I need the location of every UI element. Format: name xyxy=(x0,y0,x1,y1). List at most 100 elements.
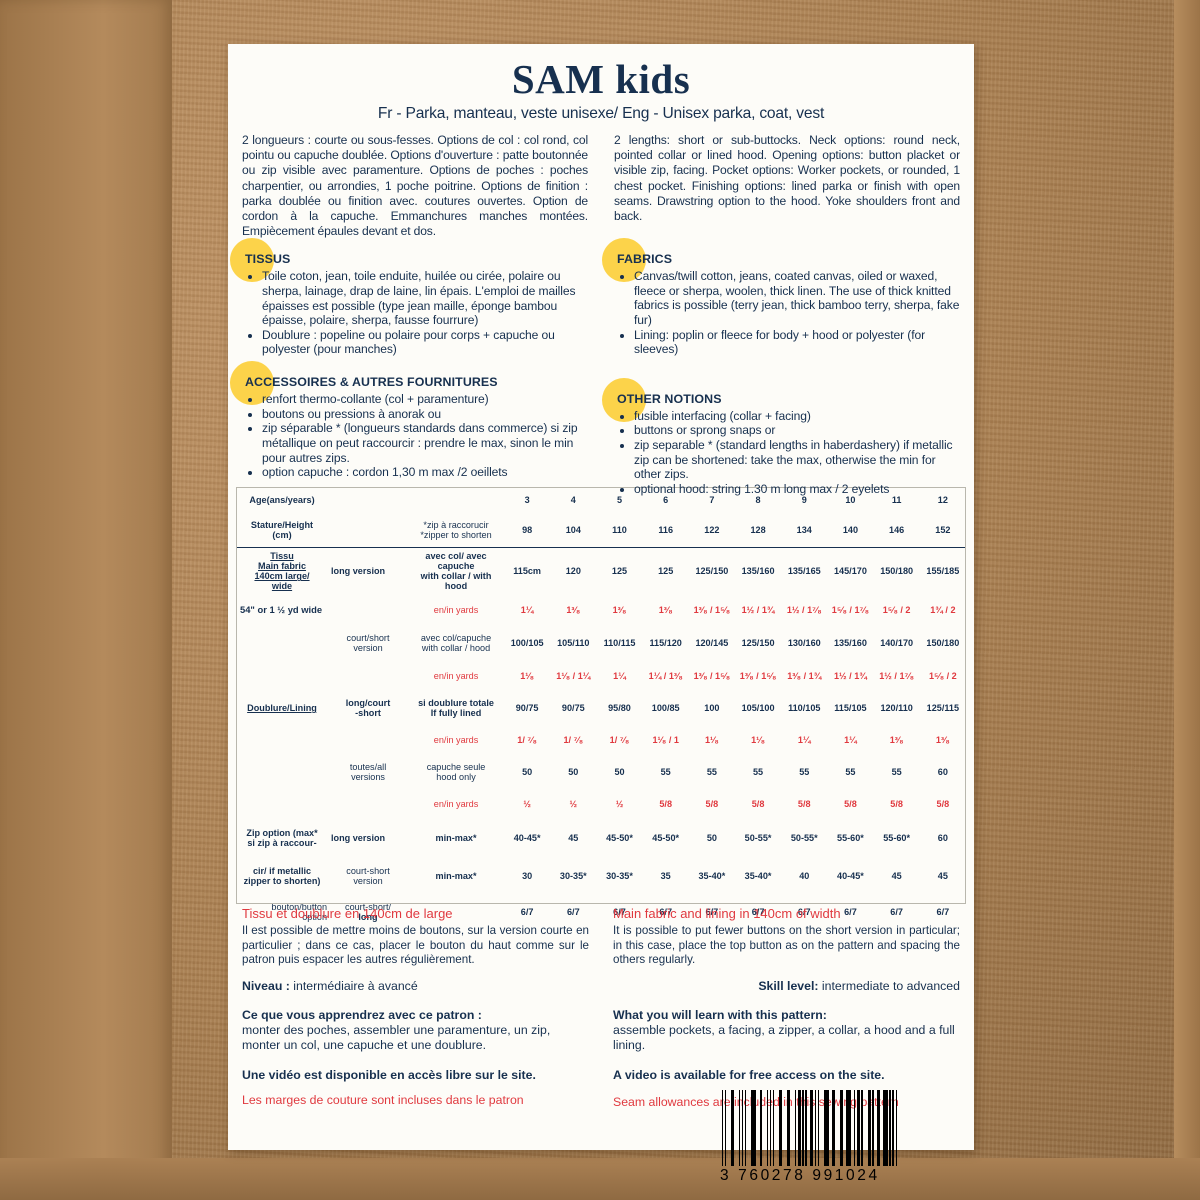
learn-value-fr: monter des poches, assembler une paramen… xyxy=(242,1023,551,1053)
lining-version: long/court -short xyxy=(345,697,391,718)
short-collar-hood-label: avec col/capuche with collar / hood xyxy=(420,632,492,653)
section-heading-tissus: TISSUS xyxy=(245,252,291,267)
skill-level-label-fr: Niveau : xyxy=(242,978,290,993)
zip-short-version: court-short version xyxy=(346,865,390,886)
hood-yards: 5/8 xyxy=(659,798,673,809)
zip-long-value: 60 xyxy=(937,832,948,843)
description-column-en: 2 lengths: short or sub-buttocks. Neck o… xyxy=(602,133,960,497)
zip-shorten-note: *zip à raccorucir *zipper to shorten xyxy=(408,513,505,548)
list-item: fusible interfacing (collar + facing) xyxy=(634,409,960,424)
fabric-long-yards: 1³⁄₈ xyxy=(566,604,581,615)
row-label-lining: Doublure/Lining xyxy=(247,702,317,713)
seam-note-fr: Les marges de couture sont incluses dans… xyxy=(242,1092,524,1107)
lining-yards: 1/ ⁷⁄₈ xyxy=(517,734,537,745)
table-row-hood-yards: en/in yards ½ ½ ½ 5/8 5/8 5/8 5/8 5/8 5/… xyxy=(236,789,966,819)
video-note-fr: Une vidéo est disponible en accès libre … xyxy=(242,1067,536,1082)
collar-hood-label: avec col/ avec capuche with collar / wit… xyxy=(420,550,492,592)
list-item: Doublure : popeline ou polaire pour corp… xyxy=(262,328,588,357)
section-list-tissus: Toile coton, jean, toile enduite, huilée… xyxy=(242,269,588,357)
fabric-width-note-en: Main fabric and lining in 140cm of width xyxy=(613,906,841,921)
table-row-lining-yards: en/in yards 1/ ⁷⁄₈ 1/ ⁷⁄₈ 1/ ⁷⁄₈ 1¹⁄₈ / … xyxy=(236,725,966,755)
highlight-blob-tissus xyxy=(230,238,274,283)
measurement-table: Age(ans/years) 3 4 5 6 7 8 9 10 11 12 xyxy=(236,487,966,929)
list-item: zip séparable * (longueurs standards dan… xyxy=(262,421,588,465)
zip-short-value: 40-45* xyxy=(837,870,864,881)
zip-long-value: 40-45* xyxy=(513,832,541,843)
list-item: Toile coton, jean, toile enduite, huilée… xyxy=(262,269,588,328)
age-value: 10 xyxy=(845,494,856,505)
hood-only-label: capuche seule hood only xyxy=(426,761,486,782)
hood-value: 55 xyxy=(845,766,856,777)
zip-short-value: 30-35* xyxy=(559,870,587,881)
section-fabrics: FABRICS Canvas/twill cotton, jeans, coat… xyxy=(602,238,960,357)
page-subtitle: Fr - Parka, manteau, veste unisexe/ Eng … xyxy=(377,105,825,123)
row-label-age: Age(ans/years) xyxy=(249,494,315,505)
section-tissus: TISSUS Toile coton, jean, toile enduite,… xyxy=(230,238,588,357)
hood-value: 55 xyxy=(706,766,717,777)
button-value: 6/7 xyxy=(751,906,765,917)
hood-value: 50 xyxy=(614,766,625,777)
hood-value: 50 xyxy=(522,766,533,777)
learn-label-en: What you will learn with this pattern: xyxy=(613,1008,827,1023)
zip-long-value: 45 xyxy=(568,832,579,843)
section-accessoires: ACCESSOIRES & AUTRES FOURNITURES renfort… xyxy=(230,361,588,480)
button-value: 6/7 xyxy=(566,906,580,917)
lining-value: 105/100 xyxy=(741,702,775,713)
zip-short-value: 45 xyxy=(891,870,902,881)
hood-versions: toutes/all versions xyxy=(349,761,387,782)
fabric-long-yards: 1⁵⁄₈ / 1⁷⁄₈ xyxy=(831,604,870,615)
zip-short-value: 45 xyxy=(937,870,948,881)
yards-label: en/in yards xyxy=(433,734,479,745)
fabric-long-yards: 1¾ / 2 xyxy=(930,604,956,615)
hood-yards: 5/8 xyxy=(751,798,765,809)
row-label-main-fabric: Tissu Main fabric 140cm large/ wide xyxy=(254,550,310,592)
description-text-fr: 2 longueurs : courte ou sous-fesses. Opt… xyxy=(242,133,588,239)
barcode-bars xyxy=(720,1090,898,1166)
age-value: 3 xyxy=(524,494,530,505)
row-label-zip-cont: cir/ if metallic zipper to shorten) xyxy=(243,865,321,886)
fully-lined-label: si doublure totale If fully lined xyxy=(418,697,494,718)
fabric-long-value: 115cm xyxy=(513,566,542,577)
age-value: 8 xyxy=(755,494,761,505)
hood-yards: 5/8 xyxy=(844,798,857,809)
zip-short-value: 30 xyxy=(522,870,533,881)
fabric-short-yards: 1³⁄₈ / 1¾ xyxy=(787,670,822,681)
measurement-table-wrapper: Age(ans/years) 3 4 5 6 7 8 9 10 11 12 xyxy=(236,487,966,929)
skill-level-value-fr: intermédiaire à avancé xyxy=(289,978,418,993)
fabric-long-value: 125 xyxy=(658,566,674,577)
fabric-short-yards: 1¼ / 1³⁄₈ xyxy=(648,670,683,681)
kraft-bottom-edge xyxy=(0,1158,1200,1200)
button-value: 6/7 xyxy=(890,906,903,917)
barcode: 3 760278 991024 xyxy=(720,1090,898,1185)
version-long: long version xyxy=(331,566,386,577)
hood-value: 60 xyxy=(937,766,948,777)
height-value: 128 xyxy=(734,513,782,548)
fabric-long-yards: 1³⁄₈ xyxy=(658,604,673,615)
fabric-width-note-fr: Tissu et doublure en 140cm de large xyxy=(242,906,453,921)
zip-long-value: 45-50* xyxy=(606,832,633,843)
fabric-short-yards: 1¹⁄₈ xyxy=(520,670,535,681)
minmax-label: min-max* xyxy=(435,832,477,843)
lining-yards: 1¼ xyxy=(844,734,857,745)
page-title: SAM kids xyxy=(511,56,691,102)
button-value: 6/7 xyxy=(844,906,857,917)
lining-yards: 1³⁄₈ xyxy=(935,734,950,745)
pattern-envelope-back: SAM kids Fr - Parka, manteau, veste unis… xyxy=(228,44,974,1184)
list-item: Lining: poplin or fleece for body + hood… xyxy=(634,328,960,357)
zip-short-value: 40 xyxy=(799,870,810,881)
lining-value: 110/105 xyxy=(788,702,821,713)
list-item: buttons or sprong snaps or xyxy=(634,423,960,438)
section-notions: OTHER NOTIONS fusible interfacing (colla… xyxy=(602,377,960,497)
table-row-button-option: bouton/button option court-short/ long 6… xyxy=(236,895,966,929)
hood-yards: ½ xyxy=(569,798,578,809)
list-item: option capuche : cordon 1,30 m max /2 oe… xyxy=(262,465,588,480)
table-row-age: Age(ans/years) 3 4 5 6 7 8 9 10 11 12 xyxy=(236,487,966,513)
zip-short-value: 35-40* xyxy=(744,870,772,881)
fabric-long-value: 120 xyxy=(565,566,581,577)
fabric-long-value: 125 xyxy=(611,566,628,577)
list-item: boutons ou pressions à anorak ou xyxy=(262,407,588,422)
hood-yards: 5/8 xyxy=(797,798,811,809)
skill-level-value-en: intermediate to advanced xyxy=(818,978,960,993)
lining-yards: 1³⁄₈ xyxy=(889,734,904,745)
list-item: Canvas/twill cotton, jeans, coated canva… xyxy=(634,269,960,328)
